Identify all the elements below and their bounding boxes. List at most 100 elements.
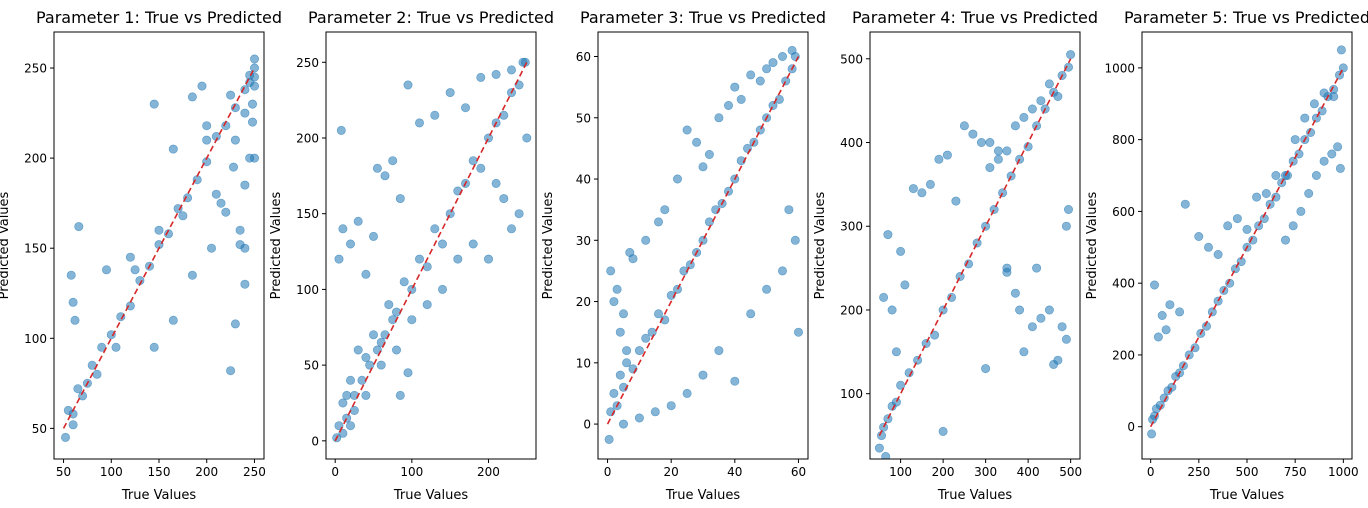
scatter-point xyxy=(755,125,765,135)
scatter-point xyxy=(149,99,159,109)
x-tick-label: 500 xyxy=(1236,465,1259,479)
scatter-point xyxy=(1225,278,1235,288)
scatter-point xyxy=(1061,334,1071,344)
scatter-point xyxy=(736,94,746,104)
scatter-point xyxy=(1044,79,1054,89)
scatter-point xyxy=(723,101,733,111)
scatter-point xyxy=(609,388,619,398)
x-tick-label: 400 xyxy=(1017,465,1040,479)
scatter-point xyxy=(1027,104,1037,114)
scatter-point xyxy=(777,51,787,61)
scatter-point xyxy=(1242,224,1252,234)
scatter-point xyxy=(746,70,756,80)
y-tick-label: 60 xyxy=(576,50,591,64)
reference-line xyxy=(1149,67,1345,428)
x-tick-label: 200 xyxy=(477,465,500,479)
y-axis-label: Predicted Values xyxy=(1085,191,1100,299)
scatter-point xyxy=(622,346,632,356)
scatter-point xyxy=(1230,264,1240,274)
y-axis-label: Predicted Values xyxy=(541,191,556,299)
scatter-point xyxy=(1066,50,1076,60)
scatter-point xyxy=(1175,307,1185,317)
scatter-point xyxy=(993,146,1003,156)
scatter-point xyxy=(1167,382,1177,392)
scatter-point xyxy=(491,178,501,188)
x-axis-label: True Values xyxy=(393,488,468,503)
scatter-point xyxy=(376,360,386,370)
scatter-point xyxy=(380,171,390,181)
subplot-4: 100 200 300 400 500 100 200 300 400 500 Parameter … xyxy=(813,8,1098,503)
scatter-point xyxy=(349,405,359,415)
scatter-point xyxy=(650,407,660,417)
chart-title: Parameter 5: True vs Predicted xyxy=(1124,8,1368,27)
scatter-point xyxy=(445,88,455,98)
scatter-point xyxy=(692,137,702,147)
scatter-point xyxy=(70,315,80,325)
scatter-point xyxy=(391,307,401,317)
scatter-point xyxy=(985,138,995,148)
scatter-point xyxy=(896,380,906,390)
scatter-point xyxy=(609,297,619,307)
scatter-point xyxy=(612,284,622,294)
y-tick-label: 0 xyxy=(311,434,319,448)
scatter-point xyxy=(235,225,245,235)
scatter-point xyxy=(959,121,969,131)
scatter-point xyxy=(714,113,724,123)
scatter-point xyxy=(368,231,378,241)
scatter-point xyxy=(1306,128,1316,138)
y-tick-label: 200 xyxy=(1112,348,1135,362)
scatter-point xyxy=(1288,156,1298,166)
scatter-point xyxy=(403,80,413,90)
scatter-point xyxy=(345,239,355,249)
scatter-point xyxy=(891,397,901,407)
scatter-point xyxy=(1319,156,1329,166)
scatter-point xyxy=(1010,121,1020,131)
x-tick-label: 0 xyxy=(331,465,339,479)
y-tick-label: 40 xyxy=(576,173,591,187)
x-tick-label: 20 xyxy=(664,465,679,479)
scatter-point xyxy=(353,345,363,355)
scatter-point xyxy=(921,338,931,348)
scatter-point xyxy=(742,143,752,153)
scatter-point xyxy=(361,390,371,400)
scatter-point xyxy=(618,309,628,319)
x-tick-label: 1000 xyxy=(1328,465,1359,479)
scatter-point xyxy=(790,235,800,245)
y-tick-label: 200 xyxy=(840,303,863,317)
scatter-point xyxy=(168,144,178,154)
scatter-point xyxy=(230,103,240,113)
scatter-point xyxy=(1261,189,1271,199)
x-tick-label: 300 xyxy=(974,465,997,479)
scatter-point xyxy=(666,401,676,411)
scatter-point xyxy=(66,270,76,280)
scatter-point xyxy=(972,238,982,248)
scatter-point xyxy=(1281,235,1291,245)
scatter-point xyxy=(211,189,221,199)
scatter-point xyxy=(1304,189,1314,199)
scatter-point xyxy=(248,99,258,109)
scatter-point xyxy=(491,69,501,79)
scatter-point xyxy=(240,180,250,190)
x-tick-label: 750 xyxy=(1284,465,1307,479)
scatter-point xyxy=(883,230,893,240)
x-tick-label: 100 xyxy=(400,465,423,479)
scatter-point xyxy=(746,309,756,319)
scatter-point xyxy=(336,125,346,135)
scatter-point xyxy=(762,64,772,74)
scatter-point xyxy=(672,284,682,294)
x-axis-label: True Values xyxy=(665,488,740,503)
scatter-point xyxy=(250,153,260,163)
scatter-point xyxy=(1153,332,1163,342)
y-tick-label: 800 xyxy=(1112,133,1135,147)
scatter-point xyxy=(1027,322,1037,332)
scatter-point xyxy=(1061,221,1071,231)
scatter-point xyxy=(615,370,625,380)
scatter-point xyxy=(879,292,889,302)
scatter-point xyxy=(896,246,906,256)
scatter-point xyxy=(422,262,432,272)
scatter-point xyxy=(938,426,948,436)
scatter-point xyxy=(522,133,532,143)
scatter-point xyxy=(1288,221,1298,231)
scatter-point xyxy=(964,259,974,269)
scatter-points xyxy=(60,54,260,442)
